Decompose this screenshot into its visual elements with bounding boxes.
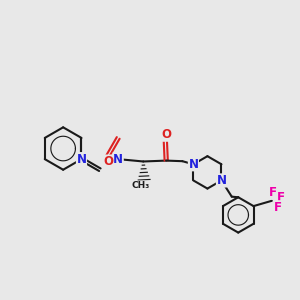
- Text: O: O: [103, 155, 113, 168]
- Text: F: F: [277, 191, 285, 204]
- Text: O: O: [161, 128, 171, 141]
- Text: N: N: [188, 158, 198, 171]
- Text: F: F: [274, 201, 282, 214]
- Text: CH₃: CH₃: [131, 181, 150, 190]
- Text: N: N: [217, 174, 226, 187]
- Text: F: F: [269, 186, 277, 199]
- Text: N: N: [76, 153, 86, 166]
- Text: N: N: [113, 153, 123, 166]
